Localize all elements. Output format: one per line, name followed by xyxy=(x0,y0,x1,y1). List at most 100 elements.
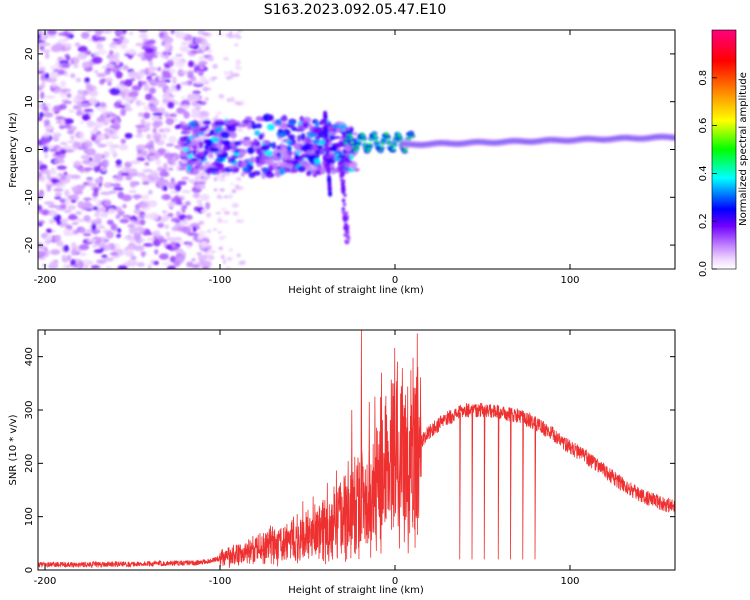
spectrogram-cell xyxy=(130,255,137,260)
spectrogram-cell xyxy=(103,159,109,167)
spectrogram-y-tick-label: 10 xyxy=(24,95,35,108)
spectrogram-cell xyxy=(217,217,223,223)
spectrogram-cell xyxy=(56,165,67,170)
spectrogram-cell xyxy=(63,171,68,176)
spectrogram-cell xyxy=(361,134,365,138)
spectrogram-cell xyxy=(79,227,87,234)
spectrogram-cell xyxy=(204,96,209,102)
spectrogram-cell xyxy=(93,248,104,254)
spectrogram-cell xyxy=(240,162,246,167)
spectrogram-cell xyxy=(169,56,180,61)
spectrogram-cell xyxy=(179,167,186,171)
spectrogram-cell xyxy=(170,217,179,223)
spectrogram-cell xyxy=(101,30,113,34)
spectrogram-cell xyxy=(80,31,90,39)
spectrogram-cell xyxy=(178,68,184,73)
spectrogram-cell xyxy=(104,199,112,207)
spectrogram-cell xyxy=(236,177,242,181)
spectrogram-cell xyxy=(345,233,350,238)
spectrogram-cell xyxy=(216,162,225,170)
spectrogram-cell xyxy=(410,136,414,139)
spectrogram-cell xyxy=(234,184,240,190)
spectrogram-cell xyxy=(94,70,99,74)
spectrogram-y-tick-label: 20 xyxy=(24,48,35,61)
spectrogram-cell xyxy=(183,217,189,225)
spectrogram-cell xyxy=(154,135,160,144)
spectrogram-cell xyxy=(185,214,193,220)
spectrogram-cell xyxy=(62,100,73,105)
spectrogram-cell xyxy=(108,129,115,134)
spectrogram-cell xyxy=(161,194,172,201)
spectrogram-cell xyxy=(91,56,103,64)
spectrogram-cell xyxy=(197,234,202,239)
spectrogram-cell xyxy=(253,138,259,145)
spectrogram-cell xyxy=(128,48,136,55)
spectrogram-cell xyxy=(163,41,171,49)
spectrogram-cell xyxy=(60,218,69,223)
spectrogram-cell xyxy=(247,146,255,154)
spectrogram-cell xyxy=(147,264,152,269)
spectrogram-cell xyxy=(196,178,203,182)
spectrogram-cell xyxy=(287,134,295,140)
spectrogram-cell xyxy=(164,111,170,119)
spectrogram-cell xyxy=(203,160,211,165)
spectrogram-cell xyxy=(244,116,253,121)
spectrogram-cell xyxy=(64,53,71,59)
snr-y-tick-label: 200 xyxy=(24,454,35,473)
spectrogram-cell xyxy=(192,129,202,134)
spectrogram-cell xyxy=(198,220,205,226)
spectrogram-cell xyxy=(166,101,175,109)
spectrogram-cell xyxy=(94,121,104,128)
spectrogram-cell xyxy=(127,71,139,79)
spectrogram-cell xyxy=(192,90,201,95)
spectrogram-cell xyxy=(135,144,147,150)
spectrogram-cell xyxy=(160,218,165,224)
spectrogram-cell xyxy=(278,167,285,176)
spectrogram-cell xyxy=(230,72,235,75)
spectrogram-cell xyxy=(152,127,157,134)
spectrogram-cell xyxy=(179,121,186,125)
spectrogram-cell xyxy=(174,237,182,241)
spectrogram-cell xyxy=(214,120,219,127)
spectrogram-cell xyxy=(250,155,255,164)
spectrogram-cell xyxy=(285,140,292,145)
spectrogram-cell xyxy=(391,147,396,151)
spectrogram-cell xyxy=(329,146,338,152)
spectrogram-cell xyxy=(209,164,216,168)
spectrogram-cell xyxy=(323,113,328,118)
spectrogram-cell xyxy=(186,163,192,172)
spectrogram-cell xyxy=(314,158,321,164)
spectrogram-cell xyxy=(181,189,192,194)
spectrogram-cell xyxy=(222,144,232,151)
spectrogram-cell xyxy=(40,73,46,80)
spectrogram-cell xyxy=(226,124,237,133)
spectrogram-cell xyxy=(83,140,93,148)
spectrogram-cell xyxy=(296,150,301,155)
spectrogram-y-tick-label: -10 xyxy=(24,189,35,205)
spectrogram-cell xyxy=(164,224,170,229)
spectrogram-cell xyxy=(398,138,403,142)
spectrogram-cell xyxy=(143,242,154,247)
spectrogram-cell xyxy=(83,214,91,222)
spectrogram-cell xyxy=(73,142,81,146)
spectrogram-cell xyxy=(85,148,96,156)
spectrogram-cell xyxy=(190,157,198,162)
spectrogram-cell xyxy=(229,247,234,253)
spectrogram-cell xyxy=(213,177,218,182)
spectrogram-cell xyxy=(208,254,215,261)
spectrogram-cell xyxy=(363,142,367,146)
spectrogram-cell xyxy=(307,123,313,129)
snr-y-tick-label: 0 xyxy=(24,567,35,573)
spectrogram-cell xyxy=(114,51,120,60)
spectrogram-cell xyxy=(38,70,45,74)
spectrogram-cell xyxy=(286,145,292,152)
spectrogram-cell xyxy=(99,101,106,108)
spectrogram-cell xyxy=(213,188,218,192)
spectrogram-cell xyxy=(215,114,219,119)
snr-y-tick-label: 400 xyxy=(24,347,35,366)
spectrogram-cell xyxy=(300,133,306,141)
spectrogram-cell xyxy=(237,124,243,128)
spectrogram-cell xyxy=(86,30,94,33)
spectrogram-cell xyxy=(203,247,209,253)
